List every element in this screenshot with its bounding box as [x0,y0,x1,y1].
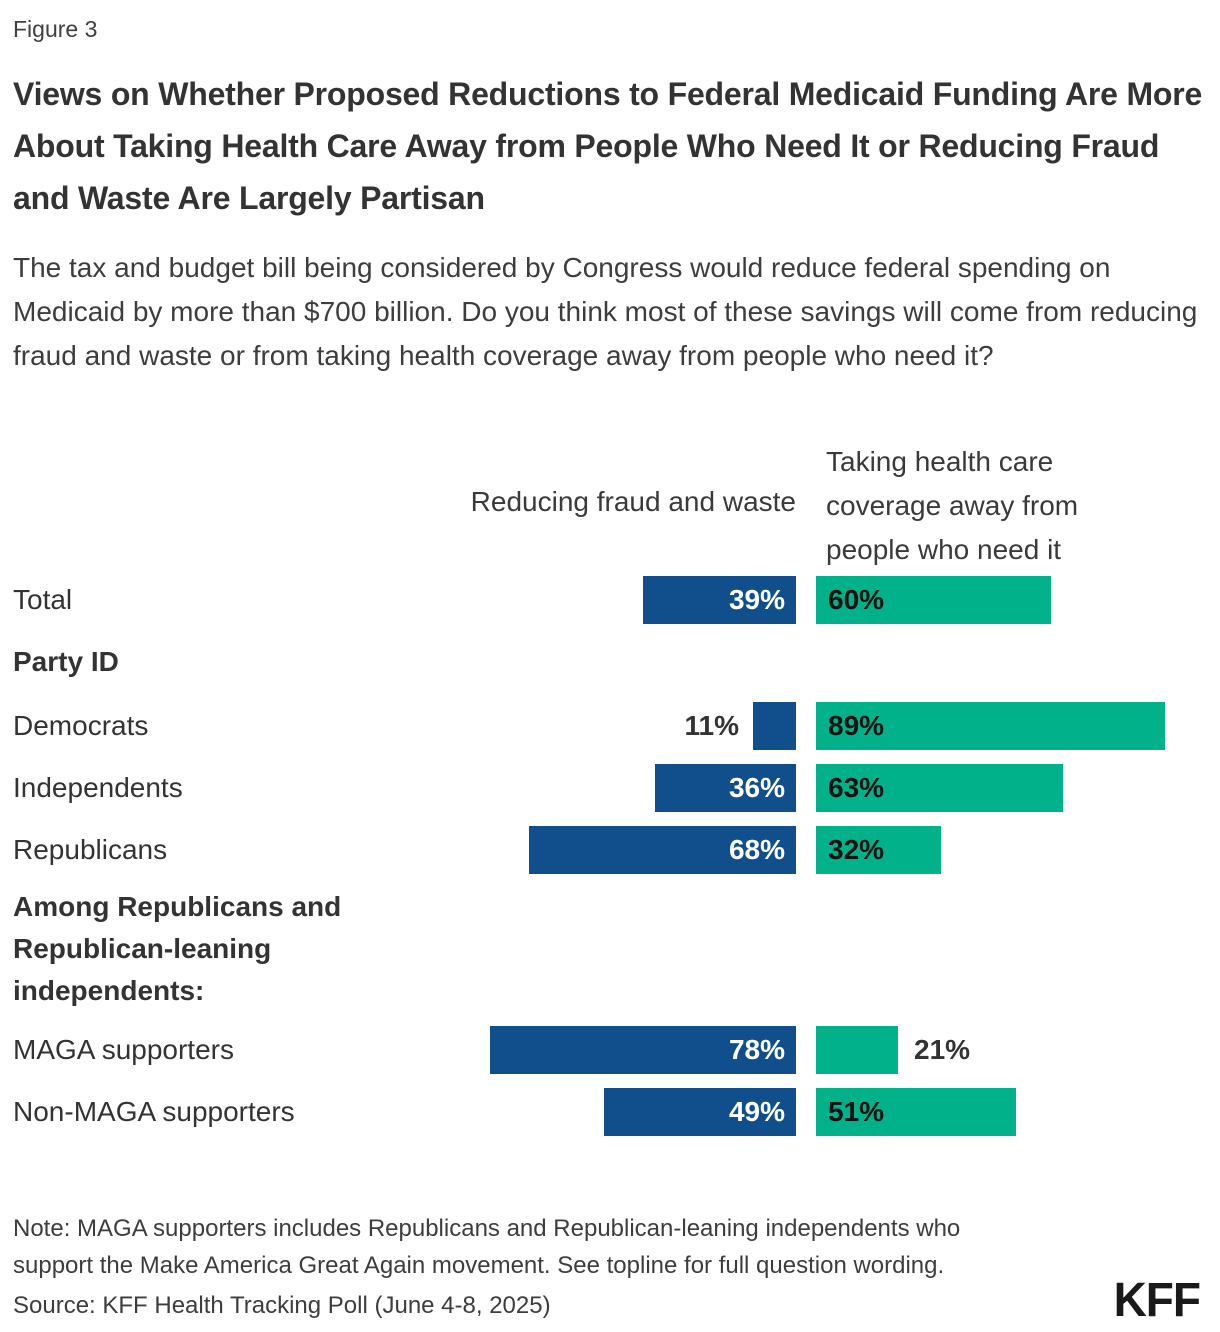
note-text: Note: MAGA supporters includes Republica… [13,1215,961,1279]
value-label-coverage: 32% [828,834,885,865]
bar-fraud: 78% [490,1026,796,1074]
bar-fraud: 49% [604,1088,796,1136]
value-label-fraud: 78% [728,1034,785,1065]
value-label-fraud: 36% [728,772,785,803]
bar-coverage: 63% [816,764,1063,812]
value-label-coverage: 51% [828,1096,885,1127]
bar-fraud: 68% [529,826,796,874]
value-label-fraud: 11% [684,710,740,741]
value-label-coverage: 21% [914,1034,971,1065]
section-header-among-republicans: Among Republicans and Republican-leaning… [13,891,342,1006]
kff-logo: KFF [1113,1271,1201,1327]
chart-title: Views on Whether Proposed Reductions to … [13,76,1203,216]
bar-coverage: 60% [816,576,1051,624]
value-label-coverage: 89% [828,710,885,741]
value-label-fraud: 68% [728,834,785,865]
value-label-coverage: 63% [828,772,885,803]
row-label: MAGA supporters [13,1034,234,1065]
value-label-fraud: 49% [728,1096,785,1127]
figure-label: Figure 3 [13,16,98,42]
row-label: Independents [13,772,183,803]
row-label: Democrats [13,710,149,741]
value-label-fraud: 39% [728,584,785,615]
bar-coverage: 51% [816,1088,1016,1136]
bar-coverage: 89% [816,702,1165,750]
bar-coverage: 32% [816,826,941,874]
column-header-coverage: Taking health care coverage away from pe… [826,446,1079,565]
bar-fraud: 36% [655,764,796,812]
bar-coverage [816,1026,898,1074]
row-label: Republicans [13,834,168,865]
chart-subtitle: The tax and budget bill being considered… [13,252,1198,371]
row-label: Total [13,584,73,615]
column-header-fraud: Reducing fraud and waste [470,486,796,517]
bar-fraud [753,702,796,750]
value-label-coverage: 60% [828,584,885,615]
row-label: Non-MAGA supporters [13,1096,295,1127]
section-header-party-id: Party ID [13,646,119,677]
bar-fraud: 39% [643,576,796,624]
source-text: Source: KFF Health Tracking Poll (June 4… [13,1292,551,1319]
